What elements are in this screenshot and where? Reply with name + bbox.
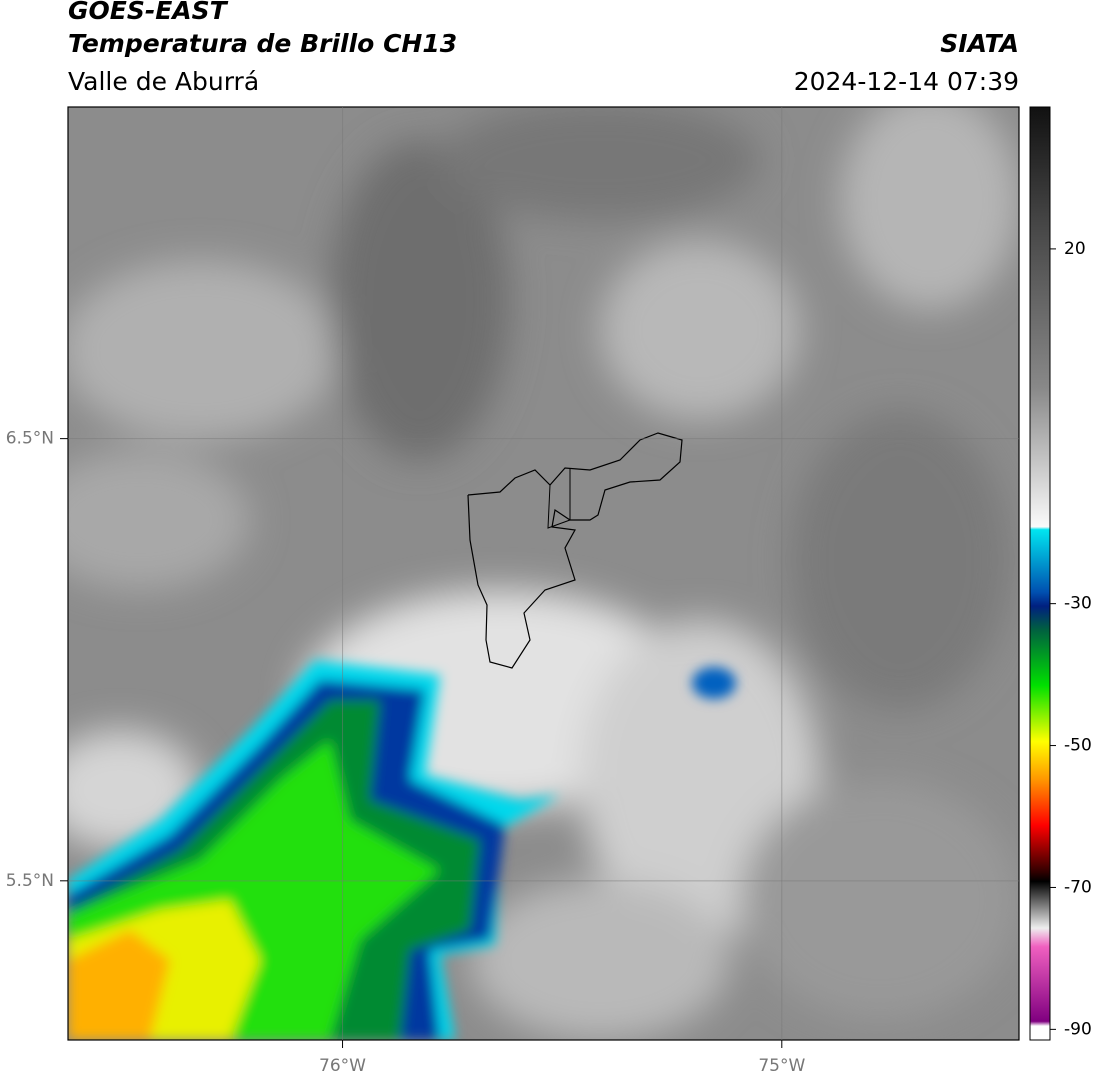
x-tick-label: 75°W	[758, 1056, 805, 1076]
colorbar-tick-label: -70	[1064, 877, 1092, 897]
datetime: 2024-12-14 07:39	[794, 67, 1019, 96]
region: Valle de Aburrá	[68, 67, 259, 96]
colorbar	[1029, 106, 1051, 1041]
map-frame	[67, 106, 1020, 1041]
y-tick-label: 6.5°N	[6, 429, 54, 449]
colorbar-tick-label: -90	[1064, 1019, 1092, 1039]
colorbar-tick-label: -30	[1064, 594, 1092, 614]
y-tick-label: 5.5°N	[6, 871, 54, 891]
subtitle: Temperatura de Brillo CH13	[68, 29, 457, 58]
source: SIATA	[940, 29, 1019, 58]
x-tick-label: 76°W	[319, 1056, 366, 1076]
municipal-boundary	[467, 432, 683, 669]
colorbar-tick-label: 20	[1064, 239, 1086, 259]
satellite-image	[68, 107, 1019, 1040]
colorbar-tick-label: -50	[1064, 736, 1092, 756]
municipal-boundary	[547, 468, 571, 529]
title: GOES-EAST	[68, 0, 229, 25]
